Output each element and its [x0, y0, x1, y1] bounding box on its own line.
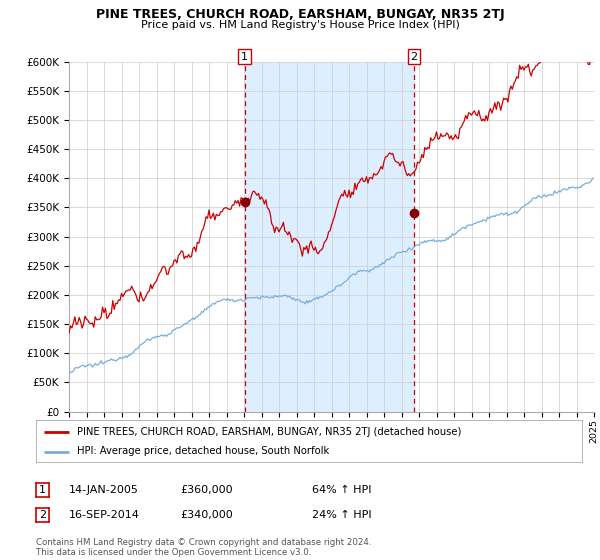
Text: HPI: Average price, detached house, South Norfolk: HPI: Average price, detached house, Sout… — [77, 446, 329, 456]
Text: PINE TREES, CHURCH ROAD, EARSHAM, BUNGAY, NR35 2TJ (detached house): PINE TREES, CHURCH ROAD, EARSHAM, BUNGAY… — [77, 427, 461, 437]
Text: PINE TREES, CHURCH ROAD, EARSHAM, BUNGAY, NR35 2TJ: PINE TREES, CHURCH ROAD, EARSHAM, BUNGAY… — [95, 8, 505, 21]
Text: Price paid vs. HM Land Registry's House Price Index (HPI): Price paid vs. HM Land Registry's House … — [140, 20, 460, 30]
Text: 14-JAN-2005: 14-JAN-2005 — [69, 485, 139, 495]
Text: Contains HM Land Registry data © Crown copyright and database right 2024.
This d: Contains HM Land Registry data © Crown c… — [36, 538, 371, 557]
Text: 16-SEP-2014: 16-SEP-2014 — [69, 510, 140, 520]
Text: 24% ↑ HPI: 24% ↑ HPI — [312, 510, 371, 520]
Text: 1: 1 — [39, 485, 46, 495]
Text: 2: 2 — [39, 510, 46, 520]
Text: 1: 1 — [241, 52, 248, 62]
Text: 2: 2 — [410, 52, 418, 62]
Text: £340,000: £340,000 — [180, 510, 233, 520]
Text: 64% ↑ HPI: 64% ↑ HPI — [312, 485, 371, 495]
Text: £360,000: £360,000 — [180, 485, 233, 495]
Bar — [245, 62, 414, 412]
